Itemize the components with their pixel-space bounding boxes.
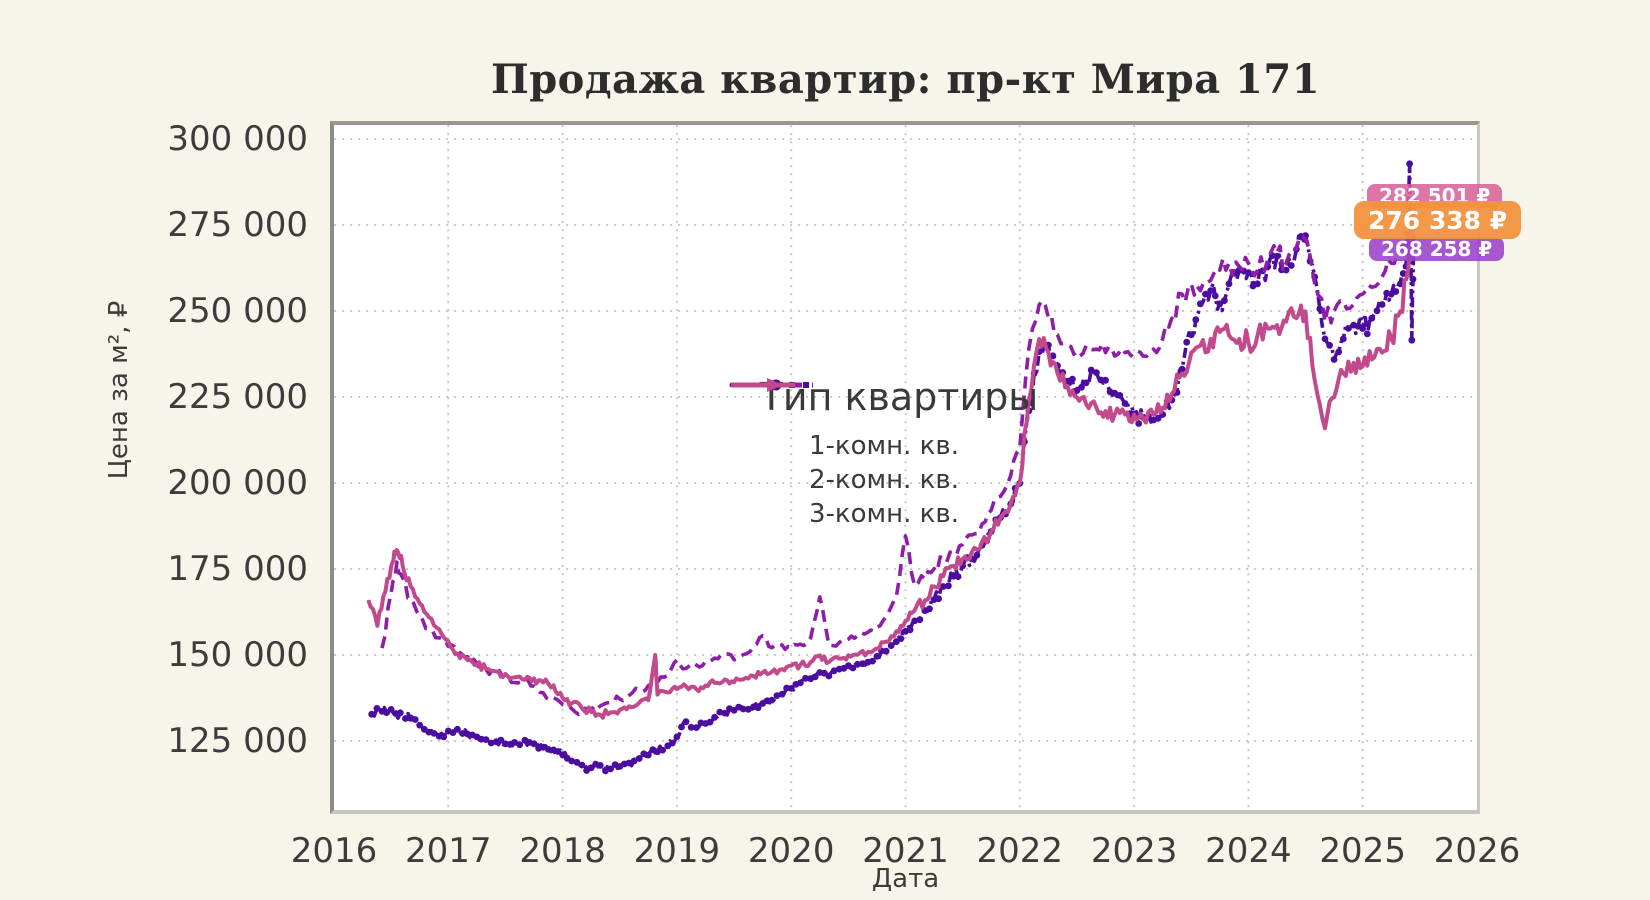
legend-item-2room: 2-комн. кв. <box>729 382 1069 497</box>
y-tick-label: 150 000 <box>167 635 308 675</box>
x-tick-label: 2018 <box>519 831 606 871</box>
y-tick-label: 225 000 <box>167 377 308 417</box>
y-tick-label: 275 000 <box>167 205 308 245</box>
legend: Тип квартиры 1-комн. кв. 2-комн. кв. <box>729 375 1069 531</box>
x-tick-label: 2024 <box>1205 831 1292 871</box>
x-tick-label: 2021 <box>862 831 949 871</box>
x-tick-label: 2019 <box>633 831 721 871</box>
x-tick-label: 2025 <box>1319 831 1406 871</box>
x-tick-label: 2020 <box>747 831 835 871</box>
series-line-3room <box>366 198 1417 720</box>
y-tick-label: 175 000 <box>167 549 308 589</box>
line-sample-3room-icon <box>731 378 795 392</box>
legend-item-label: 2-комн. кв. <box>809 465 959 495</box>
plot-area: Тип квартиры 1-комн. кв. 2-комн. кв. <box>330 121 1480 814</box>
x-tick-label: 2023 <box>1090 831 1178 871</box>
x-tick-label: 2026 <box>1433 831 1521 871</box>
series-line-2room <box>380 230 1416 717</box>
x-tick-label: 2022 <box>976 831 1064 871</box>
legend-item-3room: 3-комн. кв. <box>729 378 1069 531</box>
last-price-badge-2room: 268 258 ₽ <box>1369 237 1505 261</box>
chart-canvas <box>334 125 1477 810</box>
gridlines <box>334 125 1477 810</box>
x-tick-label: 2017 <box>405 831 492 871</box>
y-tick-label: 125 000 <box>167 721 308 761</box>
chart-title: Продажа квартир: пр-кт Мира 171 <box>490 56 1321 103</box>
y-tick-label: 250 000 <box>167 291 308 331</box>
x-axis-title: Дата <box>871 864 940 894</box>
series-markers-1room <box>368 160 1418 775</box>
last-price-badge-1room-highlighted: 276 338 ₽ <box>1354 201 1522 239</box>
x-tick-label: 2016 <box>290 831 378 871</box>
y-tick-label: 200 000 <box>167 463 308 503</box>
legend-item-label: 3-комн. кв. <box>809 499 959 529</box>
legend-item-1room: 1-комн. кв. <box>729 379 1069 463</box>
legend-item-label: 1-комн. кв. <box>809 431 959 461</box>
y-tick-label: 300 000 <box>167 119 308 159</box>
